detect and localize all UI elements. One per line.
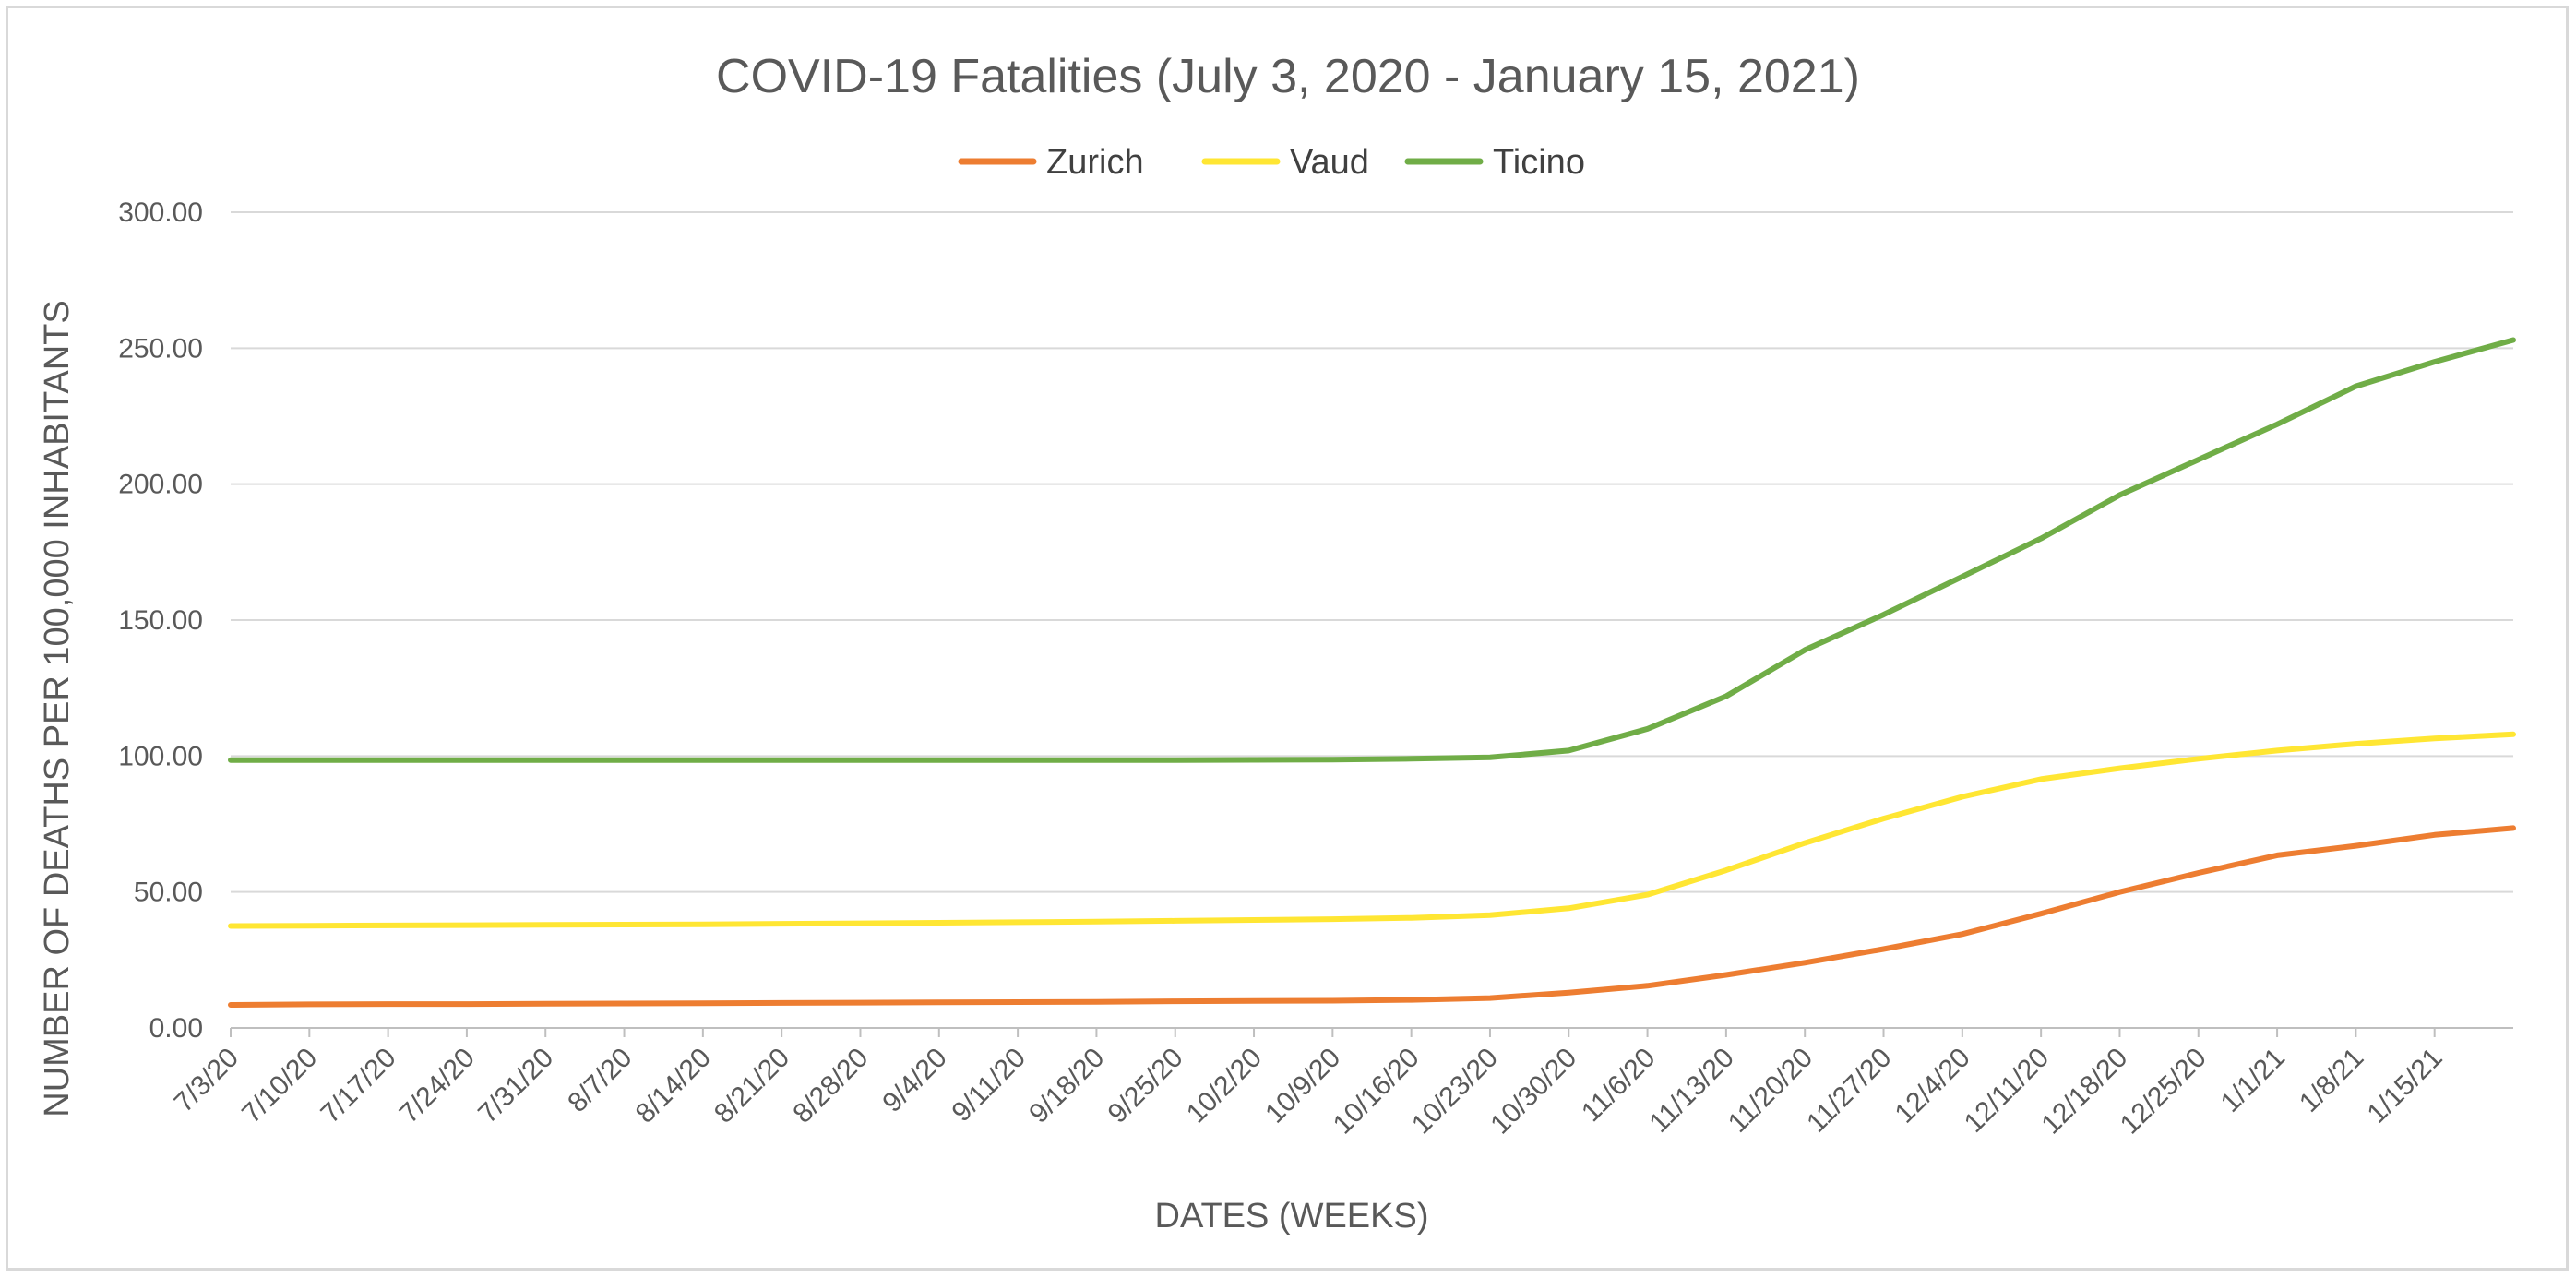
x-tick-label: 10/30/20 (1485, 1043, 1582, 1141)
y-tick-label: 200.00 (118, 470, 203, 500)
x-tick-label: 8/28/20 (787, 1043, 874, 1129)
chart-title: COVID-19 Fatalities (July 3, 2020 - Janu… (716, 50, 1860, 103)
x-tick-label: 1/1/21 (2215, 1043, 2291, 1118)
y-axis-title: NUMBER OF DEATHS PER 100,000 INHABITANTS (38, 300, 77, 1117)
grid-lines (231, 211, 2513, 1029)
x-tick-label: 9/11/20 (947, 1043, 1032, 1129)
x-tick-label: 9/25/20 (1103, 1043, 1189, 1129)
x-tick-label: 7/17/20 (315, 1043, 401, 1129)
x-tick-label: 10/16/20 (1328, 1043, 1425, 1141)
legend-label-zurich: Zurich (1046, 143, 1144, 182)
x-tick-label: 7/3/20 (169, 1043, 244, 1118)
x-tick-label: 12/25/20 (2115, 1043, 2212, 1141)
legend-label-ticino: Ticino (1493, 143, 1585, 182)
y-tick-label: 300.00 (118, 197, 203, 228)
legend: Zurich Vaud Ticino (958, 143, 1585, 182)
x-tick-label: 8/21/20 (709, 1043, 795, 1129)
x-tick-label: 10/2/20 (1181, 1043, 1268, 1129)
y-tick-label: 0.00 (149, 1013, 203, 1044)
x-tick-label: 11/13/20 (1644, 1043, 1740, 1139)
y-tick-label: 250.00 (118, 333, 203, 364)
y-tick-label: 50.00 (134, 878, 203, 908)
x-tick-label: 1/8/21 (2294, 1043, 2369, 1118)
x-tick-label: 7/31/20 (472, 1043, 559, 1129)
series-line-zurich (228, 825, 2516, 1008)
x-tick-label: 1/15/21 (2362, 1043, 2449, 1129)
series-lines (228, 337, 2516, 1008)
x-tick-label: 7/10/20 (236, 1043, 323, 1129)
series-line-ticino (228, 337, 2516, 763)
y-tick-label: 100.00 (118, 741, 203, 771)
x-tick-label: 9/4/20 (877, 1043, 952, 1118)
x-tick-label: 9/18/20 (1023, 1043, 1110, 1129)
legend-label-vaud: Vaud (1290, 143, 1369, 182)
chart-frame (6, 6, 2569, 1271)
x-tick-label: 8/7/20 (562, 1043, 638, 1118)
y-axis-ticks: 0.00 50.00 100.00 150.00 200.00 250.00 300.00 (118, 197, 203, 1044)
x-tick-label: 11/20/20 (1723, 1043, 1819, 1139)
x-tick-label: 11/27/20 (1801, 1043, 1897, 1139)
x-tick-label: 7/24/20 (394, 1043, 481, 1129)
x-tick-label: 12/18/20 (2035, 1043, 2133, 1141)
x-tick-label: 10/23/20 (1406, 1043, 1504, 1141)
y-tick-label: 150.00 (118, 605, 203, 636)
x-axis-ticks: 7/3/207/10/207/17/207/24/207/31/20 8/7/20… (169, 1028, 2449, 1141)
x-tick-label: 8/14/20 (630, 1043, 717, 1129)
x-axis-title: DATES (WEEKS) (1155, 1197, 1429, 1236)
series-line-vaud (228, 731, 2516, 929)
